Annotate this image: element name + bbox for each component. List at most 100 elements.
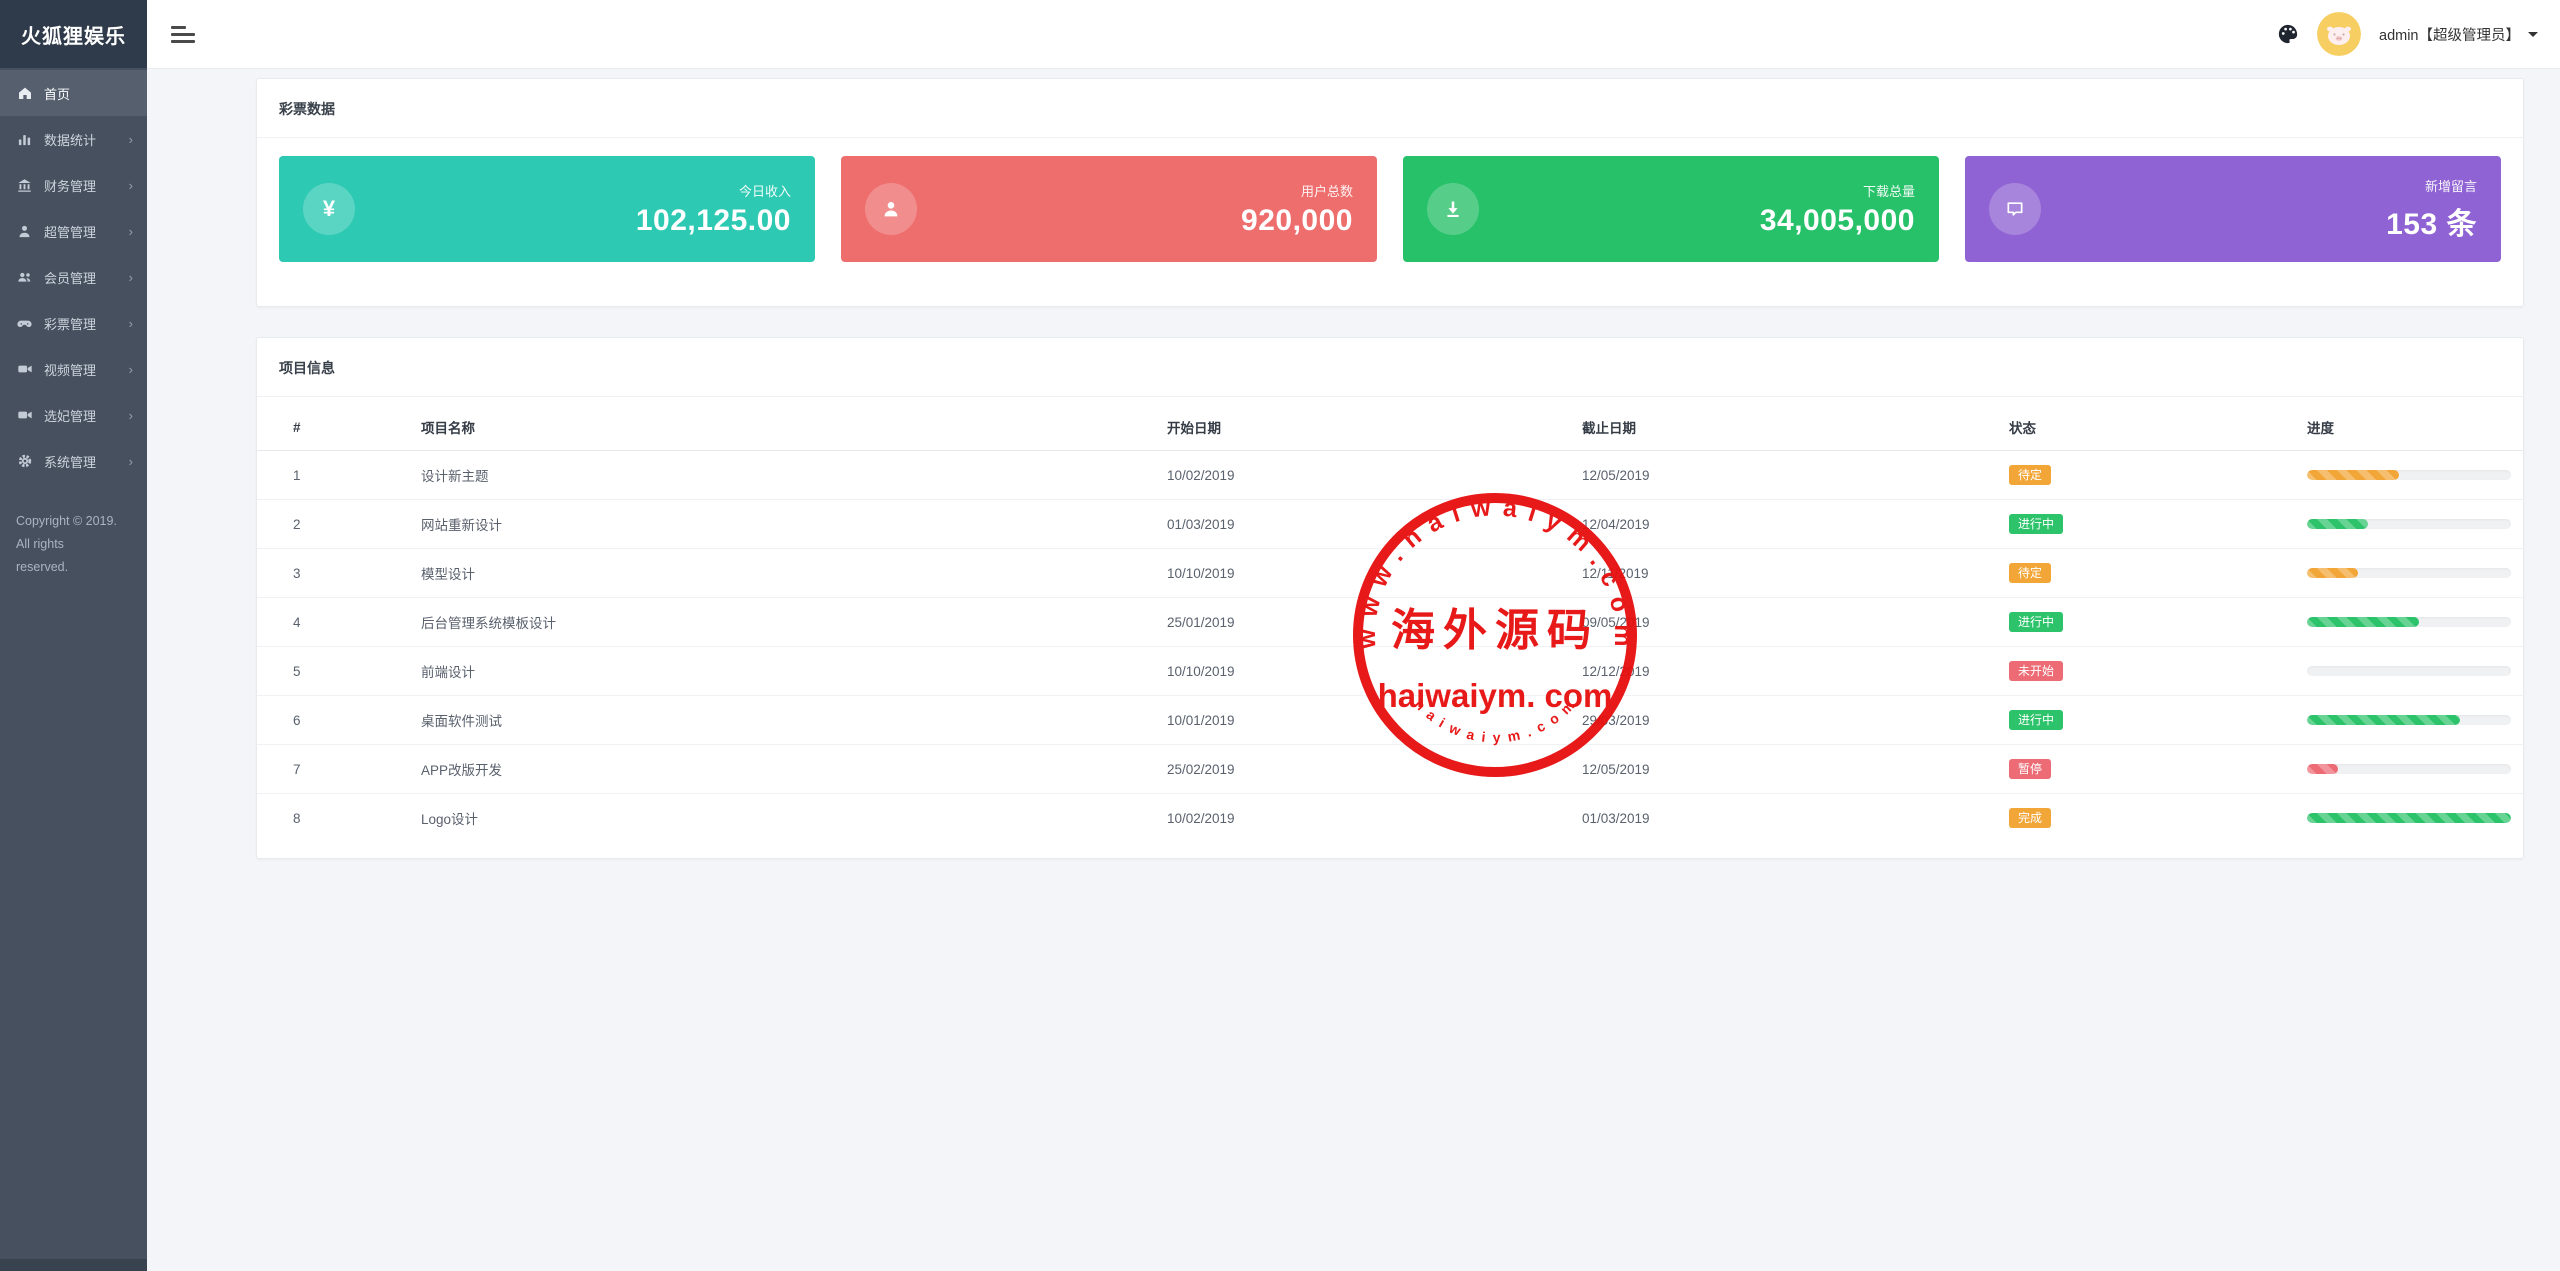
table-row: 3 模型设计 10/10/2019 12/11/2019 待定	[257, 548, 2523, 598]
stat-label: 今日收入	[738, 183, 791, 199]
message-icon	[1989, 183, 2041, 235]
table-row: 8 Logo设计 10/02/2019 01/03/2019 完成	[257, 794, 2523, 843]
chevron-right-icon: ›	[128, 453, 133, 469]
stat-value: 34,005,000	[1759, 203, 1915, 237]
download-icon	[1427, 183, 1479, 235]
copyright-text: Copyright © 2019. All rights reserved.	[16, 514, 117, 575]
stat-value: 920,000	[1241, 203, 1353, 237]
status-badge: 完成	[2009, 808, 2052, 828]
chevron-right-icon: ›	[128, 223, 133, 239]
hamburger-menu-icon[interactable]	[171, 22, 197, 47]
progress-bar	[2307, 568, 2511, 578]
video-camera-icon	[16, 361, 33, 378]
sidebar-item-lottery[interactable]: 彩票管理 ›	[0, 300, 147, 346]
sidebar-footer-strip	[0, 1259, 147, 1271]
col-header-progress: 进度	[2271, 399, 2523, 451]
status-badge: 进行中	[2009, 710, 2064, 730]
sidebar-item-label: 数据统计	[44, 132, 97, 148]
chevron-right-icon: ›	[128, 407, 133, 423]
theme-palette-icon[interactable]	[2277, 23, 2299, 45]
bar-chart-icon	[16, 131, 33, 148]
panel-title: 彩票数据	[257, 79, 2523, 138]
status-badge: 待定	[2009, 563, 2052, 583]
table-row: 6 桌面软件测试 10/01/2019 29/03/2019 进行中	[257, 695, 2523, 745]
status-badge: 进行中	[2009, 612, 2064, 632]
sidebar-item-home[interactable]: 首页	[0, 70, 147, 116]
yen-icon: ¥	[303, 183, 355, 235]
caret-down-icon	[2528, 31, 2538, 37]
col-header-end: 截止日期	[1546, 399, 1973, 451]
table-row: 4 后台管理系统模板设计 25/01/2019 09/05/2019 进行中	[257, 597, 2523, 647]
topbar-right: admin【超级管理员】	[2277, 12, 2538, 56]
bank-icon	[16, 177, 33, 194]
sidebar-item-xuanfei[interactable]: 选妃管理 ›	[0, 392, 147, 438]
chevron-right-icon: ›	[128, 315, 133, 331]
user-icon	[865, 183, 917, 235]
col-header-num: #	[257, 399, 385, 451]
col-header-status: 状态	[1973, 399, 2271, 451]
sidebar-item-superadmin[interactable]: 超管管理 ›	[0, 208, 147, 254]
progress-bar	[2307, 666, 2511, 676]
sidebar-item-system[interactable]: 系统管理 ›	[0, 438, 147, 484]
status-badge: 待定	[2009, 465, 2052, 485]
panel-lottery-stats: 彩票数据 ¥ 今日收入 102,125.00	[256, 78, 2524, 307]
progress-bar	[2307, 617, 2511, 627]
progress-bar	[2307, 764, 2511, 774]
sidebar-item-label: 系统管理	[44, 454, 97, 470]
sidebar-item-label: 彩票管理	[44, 316, 97, 332]
sidebar-item-label: 超管管理	[44, 224, 97, 240]
stat-label: 用户总数	[1300, 183, 1353, 199]
chevron-right-icon: ›	[128, 131, 133, 147]
stat-card-income: ¥ 今日收入 102,125.00	[279, 156, 815, 262]
panel-title: 项目信息	[257, 338, 2523, 397]
sidebar-item-label: 选妃管理	[44, 408, 97, 424]
sidebar-item-data-stats[interactable]: 数据统计 ›	[0, 116, 147, 162]
chevron-right-icon: ›	[128, 361, 133, 377]
user-dropdown[interactable]: admin【超级管理员】	[2379, 24, 2538, 45]
sidebar-item-video[interactable]: 视频管理 ›	[0, 346, 147, 392]
stat-card-downloads: 下载总量 34,005,000	[1403, 156, 1939, 262]
col-header-name: 项目名称	[385, 399, 1131, 451]
sidebar-item-label: 视频管理	[44, 362, 97, 378]
col-header-start: 开始日期	[1131, 399, 1546, 451]
user-label: admin【超级管理员】	[2379, 27, 2520, 44]
user-avatar[interactable]	[2317, 12, 2361, 56]
topbar: admin【超级管理员】	[147, 0, 2560, 68]
table-row: 7 APP改版开发 25/02/2019 12/05/2019 暂停	[257, 744, 2523, 794]
status-badge: 未开始	[2009, 661, 2064, 681]
stat-card-users: 用户总数 920,000	[841, 156, 1377, 262]
gear-icon	[16, 453, 33, 470]
stat-card-messages: 新增留言 153 条	[1965, 156, 2501, 262]
table-row: 1 设计新主题 10/02/2019 12/05/2019 待定	[257, 450, 2523, 500]
progress-bar	[2307, 470, 2511, 480]
gamepad-icon	[16, 315, 33, 332]
table-header-row: # 项目名称 开始日期 截止日期 状态 进度	[257, 399, 2523, 451]
progress-bar	[2307, 715, 2511, 725]
progress-bar	[2307, 519, 2511, 529]
chevron-right-icon: ›	[128, 177, 133, 193]
progress-bar	[2307, 813, 2511, 823]
home-icon	[16, 85, 33, 102]
chevron-right-icon: ›	[128, 269, 133, 285]
sidebar-item-finance[interactable]: 财务管理 ›	[0, 162, 147, 208]
users-icon	[16, 269, 33, 286]
main-area: admin【超级管理员】 彩票数据 ¥ 今日收入 102,125.00	[147, 0, 2560, 1271]
sidebar-item-label: 首页	[44, 86, 71, 102]
sidebar-nav: 首页 数据统计 › 财务管理 › 超管管理	[0, 68, 147, 484]
sidebar-item-label: 会员管理	[44, 270, 97, 286]
stat-label: 新增留言	[2424, 178, 2477, 194]
stat-cards: ¥ 今日收入 102,125.00 用户总数 920,000	[257, 138, 2523, 306]
sidebar: 火狐狸娱乐 首页 数据统计 › 财务管理 ›	[0, 0, 147, 1271]
table-row: 2 网站重新设计 01/03/2019 12/04/2019 进行中	[257, 499, 2523, 549]
sidebar-item-label: 财务管理	[44, 178, 97, 194]
status-badge: 暂停	[2009, 759, 2052, 779]
stat-value: 153 条	[2386, 207, 2477, 241]
stat-value: 102,125.00	[635, 203, 791, 237]
panel-projects: 项目信息 # 项目名称 开始日期 截止日期 状态 进度	[256, 337, 2524, 859]
sidebar-item-members[interactable]: 会员管理 ›	[0, 254, 147, 300]
content: 彩票数据 ¥ 今日收入 102,125.00	[147, 68, 2560, 1271]
status-badge: 进行中	[2009, 514, 2064, 534]
video-camera-icon	[16, 407, 33, 424]
table-row: 5 前端设计 10/10/2019 12/12/2019 未开始	[257, 646, 2523, 696]
